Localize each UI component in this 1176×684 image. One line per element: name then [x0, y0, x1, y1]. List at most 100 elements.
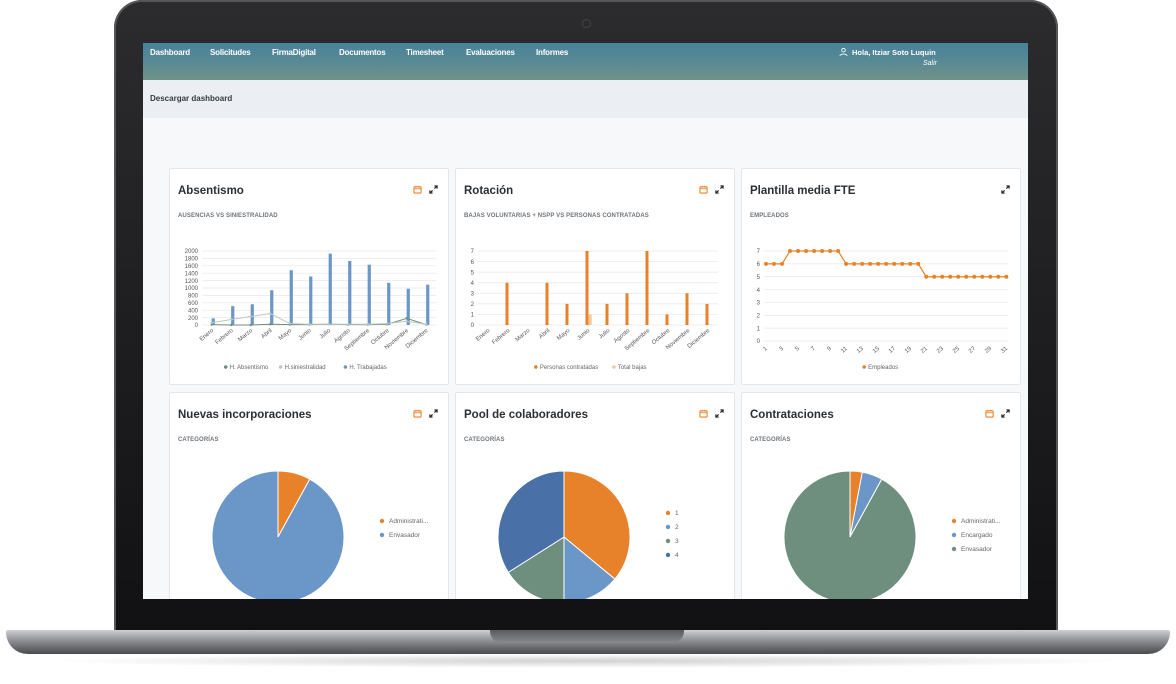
- nav-solicitudes[interactable]: Solicitudes: [210, 48, 251, 57]
- legend-marker: [665, 510, 671, 516]
- x-tick-label: 3: [778, 346, 785, 353]
- series-point: [386, 322, 389, 325]
- legend-label: H. Absentismo: [230, 365, 269, 371]
- y-tick-label: 0: [195, 323, 199, 329]
- pie-slice: [211, 470, 345, 599]
- bar-personas-contratadas: [565, 303, 569, 325]
- series-point: [932, 274, 937, 279]
- calendar-icon[interactable]: [699, 409, 708, 418]
- x-tick-label: Mayo: [278, 328, 294, 342]
- legend-marker: [343, 365, 348, 369]
- x-tick-label: 31: [1000, 346, 1009, 355]
- expand-icon[interactable]: [715, 409, 724, 418]
- x-tick-label: 7: [810, 346, 817, 353]
- pool-colaboradores-card: Pool de colaboradores CATEGORÍAS 1 2 3 4: [455, 392, 735, 599]
- nuevas-pie-chart: Administrati... Envasador: [211, 470, 429, 599]
- calendar-icon[interactable]: [699, 185, 708, 194]
- y-tick-label: 7: [471, 249, 475, 255]
- card-subtitle: BAJAS VOLUNTARIAS + NSPP VS PERSONAS CON…: [464, 213, 649, 219]
- y-tick-label: 800: [188, 294, 199, 300]
- rotacion-card: Rotación BAJAS VOLUNTARIAS + NSPP VS PER…: [455, 168, 735, 385]
- download-dashboard-link[interactable]: Descargar dashboard: [150, 94, 233, 103]
- x-tick-label: 29: [984, 346, 993, 355]
- y-tick-label: 2: [471, 302, 475, 308]
- nav-dashboard[interactable]: Dashboard: [150, 48, 190, 57]
- bar-personas-contratadas: [705, 303, 709, 325]
- y-tick-label: 4: [471, 281, 475, 287]
- x-tick-label: Mayo: [556, 328, 572, 342]
- x-tick-label: Junio: [298, 328, 313, 342]
- contrataciones-card: Contrataciones CATEGORÍAS Administrati..…: [741, 392, 1021, 599]
- series-point: [210, 321, 213, 324]
- y-tick-label: 1000: [185, 286, 199, 292]
- x-tick-label: 25: [952, 346, 961, 355]
- legend-label: 4: [675, 552, 679, 559]
- series-point: [844, 261, 849, 266]
- card-title: Pool de colaboradores: [464, 409, 588, 421]
- series-point: [804, 249, 809, 253]
- expand-icon[interactable]: [429, 409, 438, 418]
- card-title: Absentismo: [178, 185, 244, 197]
- legend-label: Personas contratadas: [540, 365, 598, 371]
- calendar-icon[interactable]: [985, 409, 994, 418]
- user-icon: [839, 47, 848, 57]
- series-point: [796, 249, 801, 253]
- contrataciones-pie-chart: Administrati... Encargado Envasador: [783, 470, 1001, 599]
- series-point: [230, 323, 233, 327]
- calendar-icon[interactable]: [413, 185, 422, 194]
- y-tick-label: 0: [757, 339, 761, 345]
- legend-label: Envasador: [389, 532, 421, 539]
- expand-icon[interactable]: [429, 185, 438, 194]
- expand-icon[interactable]: [1001, 409, 1010, 418]
- nav-documentos[interactable]: Documentos: [339, 48, 386, 57]
- expand-icon[interactable]: [1001, 185, 1010, 194]
- card-title: Plantilla media FTE: [750, 185, 856, 197]
- nav-firmadigital[interactable]: FirmaDigital: [272, 48, 316, 57]
- card-title: Contrataciones: [750, 409, 834, 421]
- y-tick-label: 1200: [185, 279, 199, 285]
- pie-slice: [563, 535, 616, 599]
- series-point: [948, 274, 953, 279]
- y-tick-label: 2000: [185, 249, 199, 255]
- series-point: [210, 323, 213, 326]
- series-point: [924, 274, 929, 279]
- series-point: [308, 323, 311, 326]
- expand-icon[interactable]: [715, 185, 724, 194]
- legend-marker: [665, 552, 671, 558]
- card-title: Nuevas incorporaciones: [178, 409, 312, 421]
- y-tick-label: 5: [471, 270, 475, 276]
- series-point: [876, 261, 881, 266]
- x-tick-label: 13: [856, 346, 865, 355]
- top-navigation-bar: Dashboard Solicitudes FirmaDigital Docum…: [143, 43, 1028, 80]
- logout-link[interactable]: Salir: [923, 60, 938, 67]
- card-subtitle: CATEGORÍAS: [750, 437, 791, 443]
- legend-marker: [379, 518, 385, 524]
- calendar-icon[interactable]: [413, 409, 422, 418]
- y-tick-label: 1: [471, 313, 475, 319]
- card-title: Rotación: [464, 185, 514, 197]
- y-tick-label: 0: [471, 323, 475, 329]
- series-point: [405, 320, 408, 323]
- bar-h-trabajadas: [406, 288, 410, 325]
- bar-personas-contratadas: [685, 293, 689, 325]
- bar-h-trabajadas: [231, 306, 235, 325]
- nav-evaluaciones[interactable]: Evaluaciones: [466, 48, 515, 57]
- legend-marker: [665, 524, 671, 530]
- series-point: [972, 274, 977, 279]
- nav-timesheet[interactable]: Timesheet: [406, 48, 444, 57]
- y-tick-label: 3: [471, 291, 475, 297]
- bar-h-trabajadas: [270, 290, 274, 325]
- x-tick-label: Julio: [319, 328, 333, 341]
- series-point: [860, 261, 865, 266]
- series-point: [269, 312, 272, 315]
- x-tick-label: 21: [920, 346, 929, 355]
- y-tick-label: 1: [757, 326, 761, 332]
- bar-total-bajas: [588, 314, 592, 325]
- legend-label: H.siniestralidad: [285, 365, 326, 371]
- nav-informes[interactable]: Informes: [536, 48, 569, 57]
- laptop-notch: [490, 630, 684, 643]
- series-point: [1004, 274, 1009, 279]
- x-tick-label: Enero: [199, 328, 216, 343]
- series-point: [836, 249, 841, 253]
